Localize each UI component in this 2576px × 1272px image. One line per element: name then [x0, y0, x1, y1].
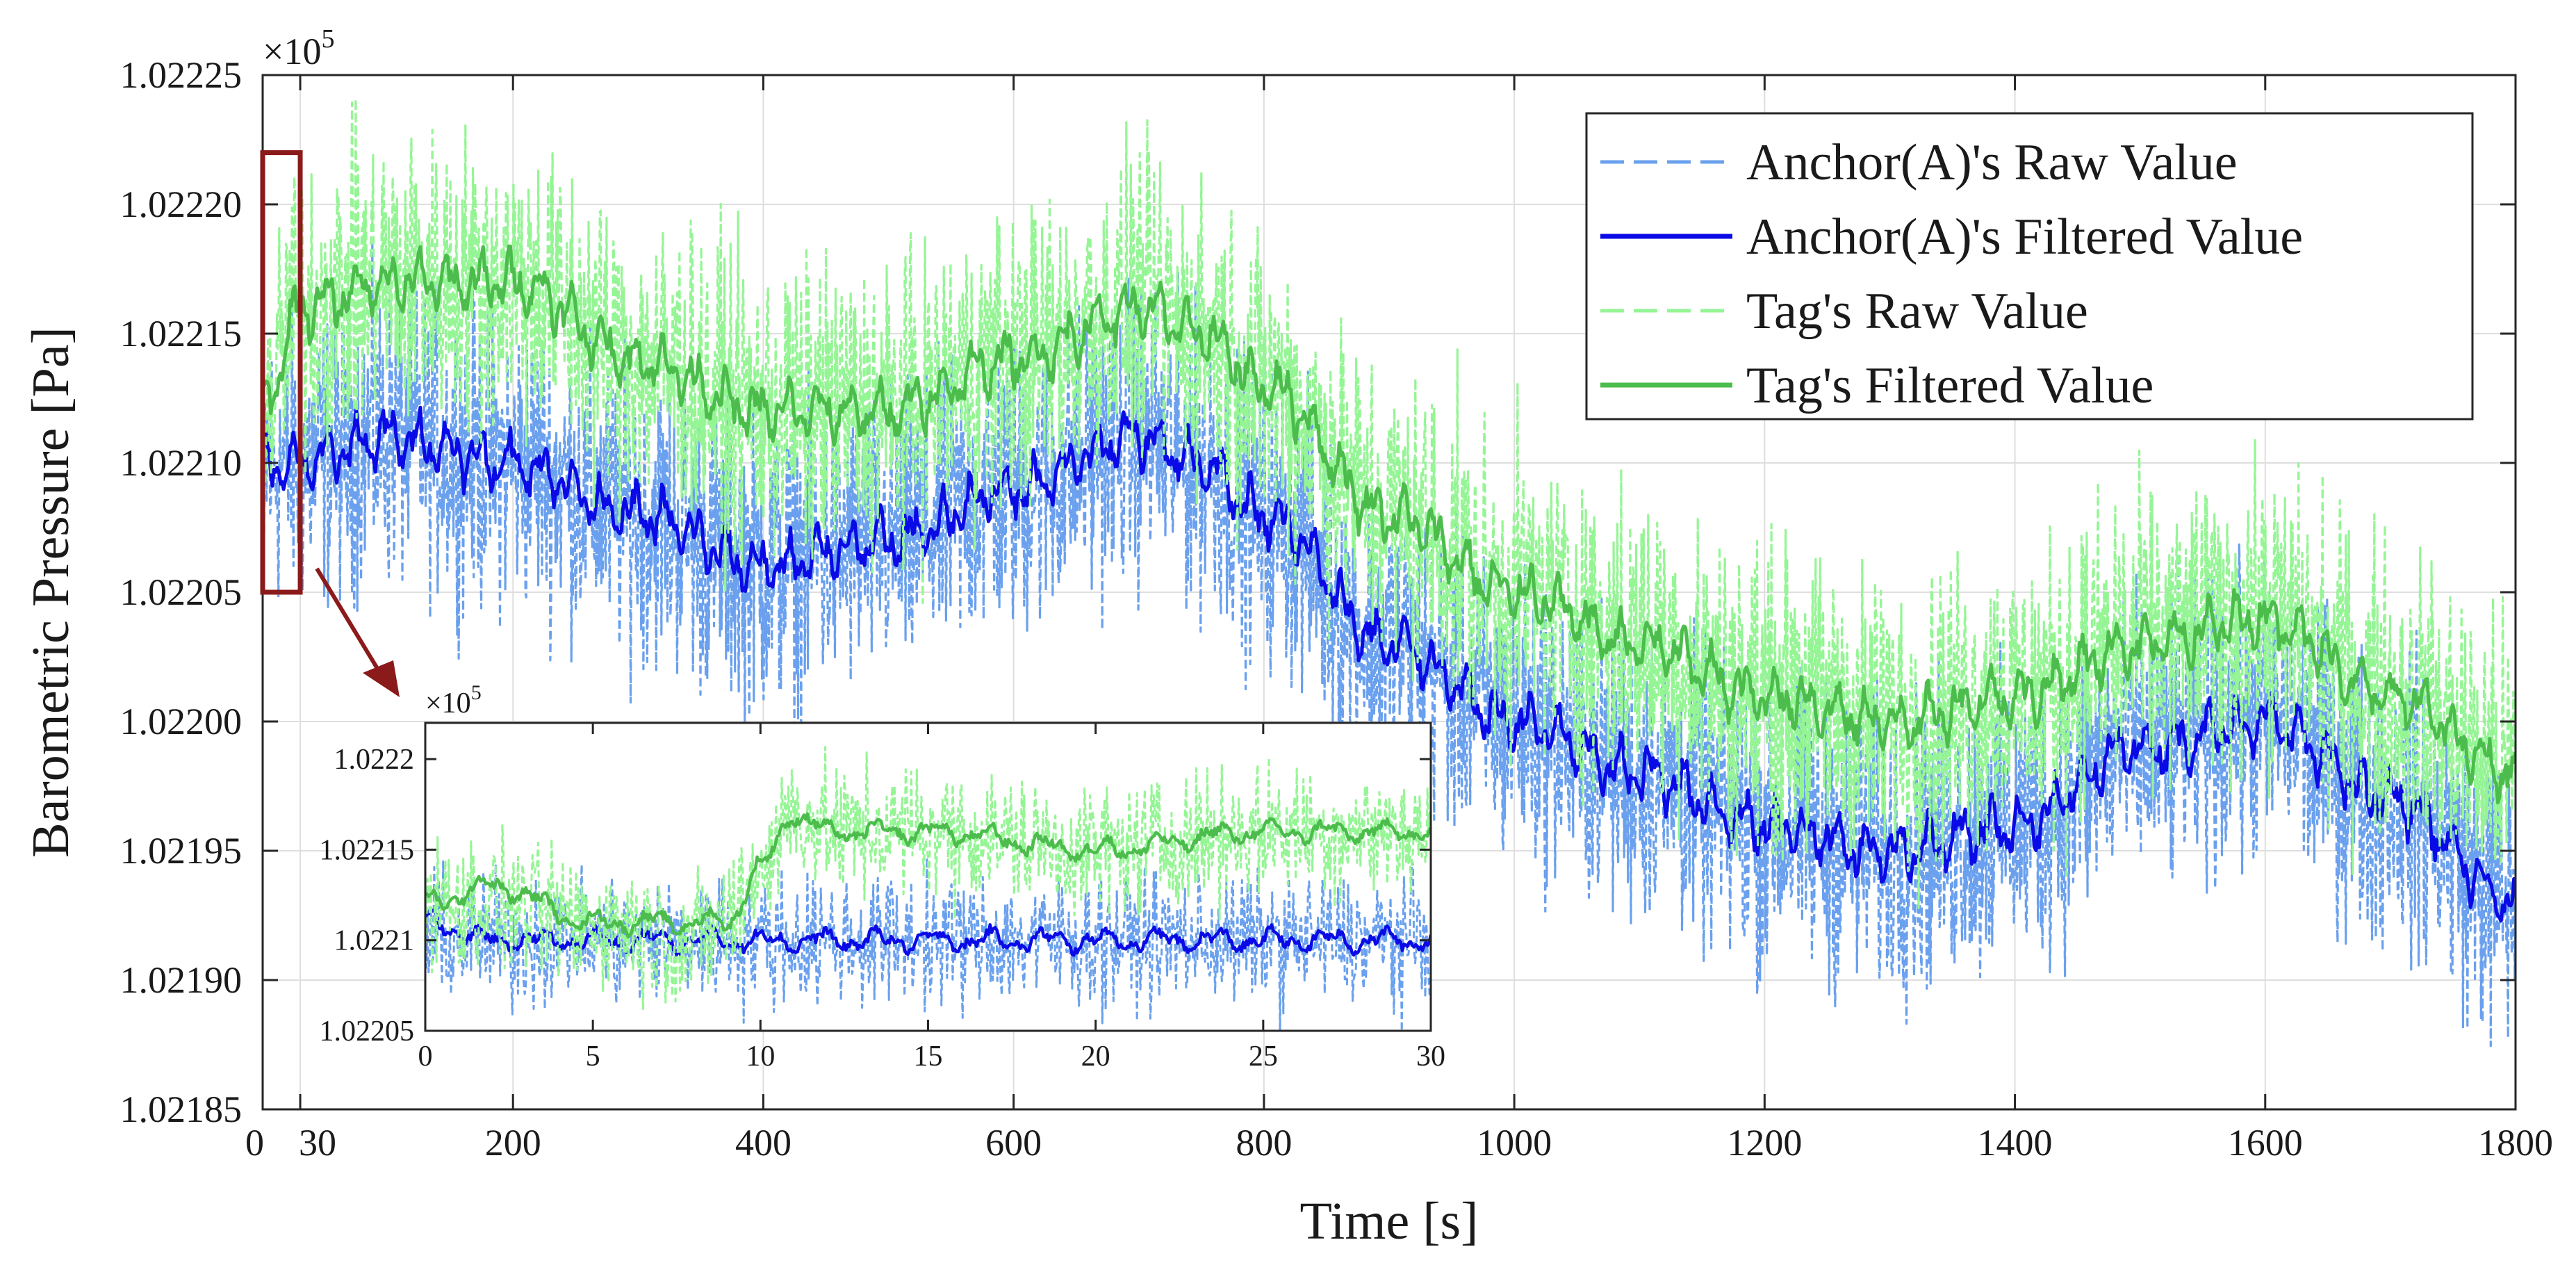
series-anchor-a-s-filtered-value-line: [263, 405, 2516, 923]
x-tick-label: 200: [485, 1122, 541, 1164]
legend-label: Anchor(A)'s Filtered Value: [1746, 209, 2303, 266]
y-tick-label: 1.02190: [120, 959, 243, 1001]
y-tick-label: 1.0221: [334, 925, 415, 957]
series-tag-s-filtered-value-line: [425, 812, 1431, 939]
inset-exponent: ×105: [425, 681, 482, 719]
inset-exponent-base: ×10: [425, 687, 471, 719]
x-tick-label: 15: [914, 1041, 943, 1073]
x-tick-label: 1000: [1477, 1122, 1552, 1164]
x-tick-label: 600: [985, 1122, 1042, 1164]
inset-ticks: [424, 723, 1432, 1032]
main-exponent-base: ×10: [263, 31, 321, 72]
y-tick-label: 1.02210: [120, 442, 243, 484]
x-tick-label: 1400: [1978, 1122, 2053, 1164]
x-tick-label: 0: [418, 1041, 433, 1073]
main-exponent-power: 5: [321, 24, 334, 54]
x-tick-label: 30: [1416, 1041, 1445, 1073]
y-tick-label: 1.02205: [320, 1016, 415, 1047]
x-tick-label: 20: [1081, 1041, 1110, 1073]
main-series-group: [263, 97, 2516, 1047]
main-exponent: ×105: [263, 24, 334, 72]
x-tick-label: 5: [586, 1041, 600, 1073]
y-tick-label: 1.02200: [120, 701, 243, 742]
zoom-highlight-box: [260, 150, 303, 595]
inset-chart: 0 5 10 15 20 25 30 1.02205 1.0221 1.02215 1.0222 ×…: [320, 681, 1446, 1073]
legend-label: Anchor(A)'s Raw Value: [1746, 134, 2238, 191]
x-tick-label: 1800: [2478, 1122, 2553, 1164]
series-tag-s-raw-value-line: [263, 97, 2516, 909]
legend-label: Tag's Filtered Value: [1746, 357, 2153, 414]
inset-exponent-power: 5: [471, 681, 482, 704]
series-tag-s-filtered-value-line: [263, 244, 2516, 805]
y-tick-label: 1.02225: [120, 54, 243, 96]
x-axis-title: Time [s]: [1300, 1192, 1479, 1250]
y-tick-label: 1.02195: [120, 830, 243, 872]
x-tick-label: 1200: [1727, 1122, 1802, 1164]
main-ticks: [261, 74, 2517, 1111]
y-tick-label: 1.0222: [334, 744, 415, 776]
legend-box: [1585, 112, 2474, 421]
zoom-arrow: [315, 567, 400, 697]
y-tick-label: 1.02215: [320, 834, 415, 866]
x-tick-label: 30: [299, 1122, 336, 1164]
series-anchor-a-s-raw-value-line: [425, 856, 1431, 1031]
y-tick-label: 1.02185: [120, 1088, 243, 1130]
x-tick-label: 800: [1236, 1122, 1292, 1164]
inset-series-group: [425, 746, 1431, 1031]
x-tick-label: 1600: [2228, 1122, 2303, 1164]
y-tick-label: 1.02205: [120, 571, 243, 613]
y-tick-label: 1.02215: [120, 313, 243, 354]
y-tick-label: 1.02220: [120, 184, 243, 225]
inset-tick-labels: 0 5 10 15 20 25 30 1.02205 1.0221 1.02215 1.0222: [320, 744, 1446, 1073]
main-tick-labels: 0 30 200 400 600 800 1000 1200 1400 1600 18001.021…: [120, 54, 2554, 1164]
legend: Anchor(A)'s Raw Value Anchor(A)'s Filtere…: [1585, 112, 2474, 421]
x-tick-label: 25: [1249, 1041, 1278, 1073]
x-tick-label: 400: [735, 1122, 791, 1164]
y-axis-title: Barometric Pressure [Pa]: [22, 327, 80, 858]
x-tick-label: 0: [245, 1122, 264, 1164]
x-tick-label: 10: [746, 1041, 775, 1073]
legend-label: Tag's Raw Value: [1746, 283, 2088, 340]
series-anchor-a-s-raw-value-line: [263, 243, 2516, 1047]
